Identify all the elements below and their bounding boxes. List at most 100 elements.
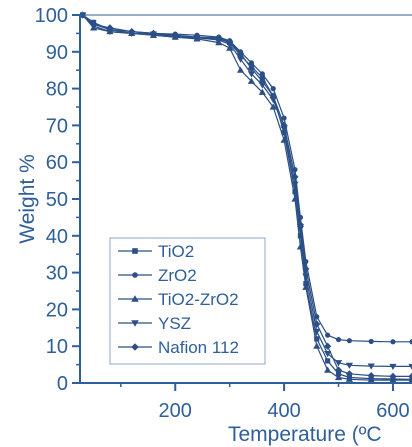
data-point-marker	[302, 265, 310, 273]
data-point-marker	[258, 77, 266, 85]
data-point-marker	[324, 366, 332, 373]
data-point-marker	[409, 339, 412, 345]
data-point-marker	[408, 372, 412, 380]
y-axis-label: Weight %	[16, 154, 39, 244]
x-tick-label: 400	[267, 400, 300, 422]
data-point-marker	[248, 60, 255, 66]
data-point-marker	[367, 372, 375, 380]
data-point-marker	[324, 350, 332, 358]
y-tick-label: 100	[35, 5, 68, 27]
legend-entry: TiO2	[118, 242, 194, 261]
data-point-marker	[335, 336, 342, 343]
y-tick-label: 50	[46, 189, 68, 211]
y-tick-label: 70	[46, 115, 68, 137]
data-point-marker	[236, 66, 245, 73]
data-point-marker	[367, 376, 375, 383]
data-point-marker	[270, 86, 276, 92]
x-axis-label: Temperature (ºC	[228, 423, 382, 446]
data-point-marker	[367, 363, 375, 370]
y-tick-label: 20	[46, 299, 68, 321]
data-point-marker	[215, 34, 223, 42]
x-tick-label: 600	[376, 400, 409, 422]
data-point-marker	[280, 126, 288, 133]
data-point-marker	[325, 358, 331, 364]
data-point-marker	[345, 370, 354, 378]
legend-entry: Nafion 112	[118, 338, 239, 357]
data-point-marker	[269, 97, 277, 104]
data-point-marker	[259, 71, 265, 77]
data-point-marker	[335, 371, 342, 377]
data-point-marker	[236, 50, 245, 58]
y-tick-label: 80	[46, 79, 68, 101]
series-nafion-112	[80, 11, 412, 380]
data-point-marker	[334, 373, 343, 381]
plot-series-group	[80, 11, 412, 383]
data-point-marker	[313, 342, 321, 349]
legend-label: ZrO2	[158, 266, 197, 285]
data-point-marker	[334, 360, 343, 367]
y-tick-label: 40	[46, 226, 68, 248]
data-point-marker	[106, 24, 114, 32]
legend-label: Nafion 112	[158, 338, 239, 357]
x-tick-label: 200	[159, 400, 192, 422]
data-point-marker	[390, 339, 396, 345]
y-ticks-group: 0 10 20 30 40 50 60 70 80 90 100	[35, 5, 80, 395]
data-point-marker	[247, 71, 256, 78]
data-point-marker	[131, 295, 139, 302]
data-point-marker	[291, 173, 299, 181]
legend-label: TiO2	[158, 242, 194, 261]
y-tick-label: 60	[46, 152, 68, 174]
data-point-marker	[247, 77, 256, 84]
data-point-marker	[149, 29, 158, 37]
data-point-marker	[345, 362, 354, 369]
data-point-marker	[131, 320, 139, 327]
data-point-marker	[345, 375, 354, 382]
data-point-marker	[171, 31, 179, 39]
data-point-marker	[297, 233, 304, 239]
data-point-marker	[226, 37, 234, 46]
legend: TiO2 ZrO2 TiO2-ZrO2 YSZ Nafion 112	[109, 237, 266, 365]
data-point-marker	[90, 20, 98, 28]
data-point-marker	[128, 27, 136, 36]
legend-label: TiO2-ZrO2	[158, 290, 239, 309]
data-point-marker	[296, 221, 305, 229]
data-point-marker	[324, 342, 332, 350]
data-point-marker	[302, 283, 310, 290]
data-point-marker	[291, 181, 299, 188]
data-point-marker	[269, 103, 277, 110]
data-point-marker	[247, 64, 256, 72]
data-point-marker	[408, 376, 412, 383]
data-point-marker	[236, 56, 245, 63]
y-tick-label: 30	[46, 263, 68, 285]
data-point-marker	[389, 363, 397, 371]
data-point-marker	[258, 88, 266, 95]
data-point-marker	[346, 338, 353, 344]
legend-entry: YSZ	[118, 314, 191, 333]
data-point-marker	[281, 115, 287, 121]
data-point-marker	[131, 343, 139, 351]
data-point-marker	[193, 33, 201, 41]
legend-label: YSZ	[158, 314, 191, 333]
data-point-marker	[259, 74, 265, 81]
data-point-marker	[314, 336, 320, 342]
y-tick-label: 90	[46, 42, 68, 64]
legend-entry: TiO2-ZrO2	[118, 290, 239, 309]
data-point-marker	[280, 121, 288, 129]
data-point-marker	[269, 92, 277, 100]
data-point-marker	[325, 332, 331, 338]
legend-entry: ZrO2	[118, 266, 197, 285]
x-ticks-group: 200 400 600	[120, 383, 410, 422]
legend-items: TiO2 ZrO2 TiO2-ZrO2 YSZ Nafion 112	[118, 242, 239, 357]
data-point-marker	[389, 372, 397, 380]
y-tick-label: 0	[57, 373, 68, 395]
data-point-marker	[106, 28, 114, 36]
data-point-marker	[313, 320, 321, 328]
y-tick-label: 10	[46, 336, 68, 358]
data-point-marker	[132, 272, 138, 278]
data-point-marker	[132, 248, 138, 254]
data-point-marker	[368, 338, 374, 345]
data-point-marker	[292, 189, 298, 195]
data-point-marker	[408, 363, 412, 371]
data-point-marker	[334, 366, 343, 374]
